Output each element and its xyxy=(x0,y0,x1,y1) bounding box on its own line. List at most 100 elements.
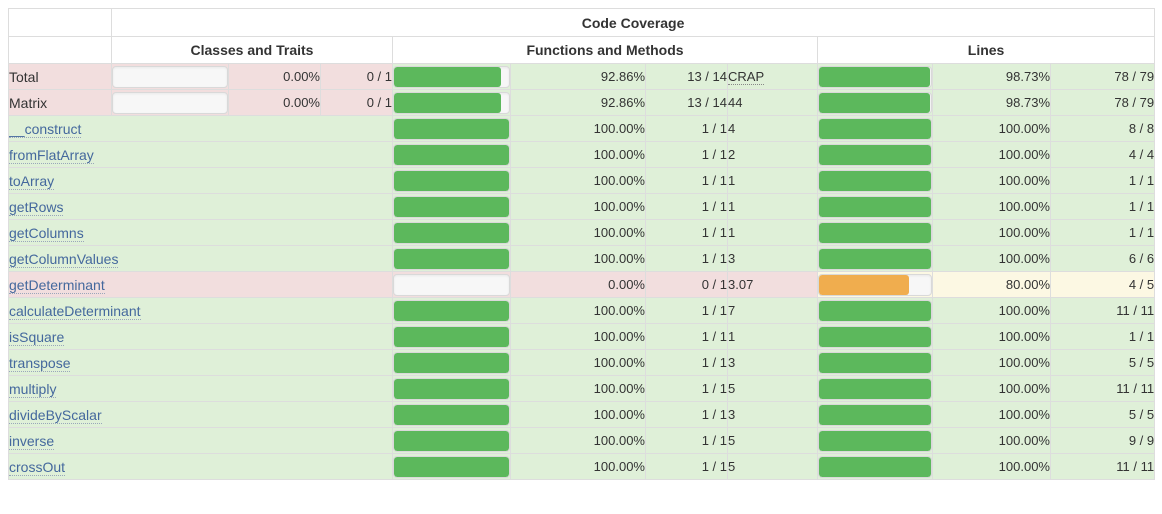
lines-progress-bar-fill xyxy=(819,248,931,269)
functions-percent-cell: 92.86% xyxy=(510,63,646,90)
lines-progress-bar-fill xyxy=(819,352,931,373)
item-name-cell: getDeterminant xyxy=(8,271,393,298)
lines-bar-cell xyxy=(817,141,933,168)
header-empty-cell xyxy=(8,36,112,64)
item-name-cell: getColumnValues xyxy=(8,245,393,272)
lines-bar-cell xyxy=(817,323,933,350)
lines-ratio-cell: 9 / 9 xyxy=(1049,427,1156,454)
lines-bar-cell xyxy=(817,297,933,324)
functions-bar-cell xyxy=(392,219,511,246)
lines-ratio-cell: 11 / 11 xyxy=(1049,297,1156,324)
functions-progress-bar xyxy=(393,195,510,218)
crap-value-cell: 4 xyxy=(727,115,818,142)
code-coverage-table: Code Coverage Classes and Traits Functio… xyxy=(8,8,1156,480)
lines-ratio-cell: 4 / 4 xyxy=(1049,141,1156,168)
lines-progress-bar-fill xyxy=(819,92,930,113)
functions-ratio-cell: 0 / 1 xyxy=(645,271,728,298)
lines-percent-cell: 100.00% xyxy=(932,427,1051,454)
lines-bar-cell xyxy=(817,349,933,376)
functions-progress-bar xyxy=(393,221,510,244)
functions-ratio-cell: 1 / 1 xyxy=(645,245,728,272)
functions-percent-cell: 100.00% xyxy=(510,167,646,194)
functions-progress-bar xyxy=(393,377,510,400)
lines-progress-bar xyxy=(818,247,932,270)
lines-bar-cell xyxy=(817,427,933,454)
lines-ratio-cell: 1 / 1 xyxy=(1049,193,1156,220)
method-link[interactable]: divideByScalar xyxy=(9,406,102,424)
functions-progress-bar-fill xyxy=(394,222,509,243)
method-link[interactable]: __construct xyxy=(9,120,82,138)
functions-progress-bar xyxy=(393,299,510,322)
item-name-cell: crossOut xyxy=(8,453,393,480)
crap-value-cell: 5 xyxy=(727,375,818,402)
functions-progress-bar-fill xyxy=(394,326,509,347)
functions-ratio-cell: 1 / 1 xyxy=(645,115,728,142)
method-link[interactable]: inverse xyxy=(9,432,55,450)
crap-value-cell: 3 xyxy=(727,349,818,376)
item-name-cell: inverse xyxy=(8,427,393,454)
classes-ratio-cell: 0 / 1 xyxy=(320,63,393,90)
lines-progress-bar-fill xyxy=(819,300,931,321)
method-link[interactable]: isSquare xyxy=(9,328,65,346)
method-link[interactable]: calculateDeterminant xyxy=(9,302,141,320)
lines-progress-bar-fill xyxy=(819,378,931,399)
functions-percent-cell: 100.00% xyxy=(510,245,646,272)
method-link[interactable]: getRows xyxy=(9,198,64,216)
functions-percent-cell: 92.86% xyxy=(510,89,646,116)
functions-bar-cell xyxy=(392,167,511,194)
method-link[interactable]: toArray xyxy=(9,172,55,190)
functions-progress-bar-fill xyxy=(394,404,509,425)
functions-bar-cell xyxy=(392,271,511,298)
item-name-cell: fromFlatArray xyxy=(8,141,393,168)
item-name-label: Total xyxy=(8,63,112,90)
method-link[interactable]: transpose xyxy=(9,354,71,372)
functions-bar-cell xyxy=(392,401,511,428)
lines-progress-bar-fill xyxy=(819,326,931,347)
functions-bar-cell xyxy=(392,349,511,376)
lines-progress-bar xyxy=(818,377,932,400)
functions-percent-cell: 100.00% xyxy=(510,141,646,168)
crap-value-cell: 3 xyxy=(727,401,818,428)
functions-percent-cell: 100.00% xyxy=(510,323,646,350)
lines-progress-bar xyxy=(818,65,932,88)
table-row: fromFlatArray 100.00% 1 / 1 2 100.00% 4 / 4 xyxy=(8,141,1156,168)
method-link[interactable]: getDeterminant xyxy=(9,276,105,294)
method-link[interactable]: fromFlatArray xyxy=(9,146,94,164)
functions-progress-bar-fill xyxy=(394,92,501,113)
lines-bar-cell xyxy=(817,219,933,246)
lines-percent-cell: 100.00% xyxy=(932,115,1051,142)
functions-ratio-cell: 1 / 1 xyxy=(645,349,728,376)
method-link[interactable]: getColumnValues xyxy=(9,250,119,268)
functions-progress-bar-fill xyxy=(394,144,509,165)
item-name-cell: calculateDeterminant xyxy=(8,297,393,324)
functions-progress-bar xyxy=(393,273,510,296)
lines-ratio-cell: 78 / 79 xyxy=(1049,89,1156,116)
functions-progress-bar xyxy=(393,429,510,452)
lines-ratio-cell: 1 / 1 xyxy=(1049,167,1156,194)
header-group-row: Classes and Traits Functions and Methods… xyxy=(8,36,1156,64)
method-link[interactable]: multiply xyxy=(9,380,57,398)
functions-progress-bar xyxy=(393,455,510,478)
table-header: Code Coverage Classes and Traits Functio… xyxy=(8,8,1156,64)
functions-ratio-cell: 1 / 1 xyxy=(645,453,728,480)
functions-progress-bar xyxy=(393,351,510,374)
functions-progress-bar-fill xyxy=(394,352,509,373)
method-link[interactable]: crossOut xyxy=(9,458,66,476)
functions-progress-bar xyxy=(393,169,510,192)
table-row: isSquare 100.00% 1 / 1 1 100.00% 1 / 1 xyxy=(8,323,1156,350)
functions-ratio-cell: 1 / 1 xyxy=(645,375,728,402)
table-row: calculateDeterminant 100.00% 1 / 1 7 100.00%… xyxy=(8,297,1156,324)
functions-percent-cell: 100.00% xyxy=(510,427,646,454)
functions-progress-bar xyxy=(393,65,510,88)
functions-bar-cell xyxy=(392,89,511,116)
lines-percent-cell: 100.00% xyxy=(932,375,1051,402)
lines-progress-bar xyxy=(818,299,932,322)
item-name-cell: transpose xyxy=(8,349,393,376)
functions-bar-cell xyxy=(392,375,511,402)
lines-progress-bar-fill xyxy=(819,456,931,477)
functions-progress-bar xyxy=(393,325,510,348)
lines-percent-cell: 100.00% xyxy=(932,219,1051,246)
functions-progress-bar-fill xyxy=(394,196,509,217)
method-link[interactable]: getColumns xyxy=(9,224,84,242)
item-name-cell: toArray xyxy=(8,167,393,194)
